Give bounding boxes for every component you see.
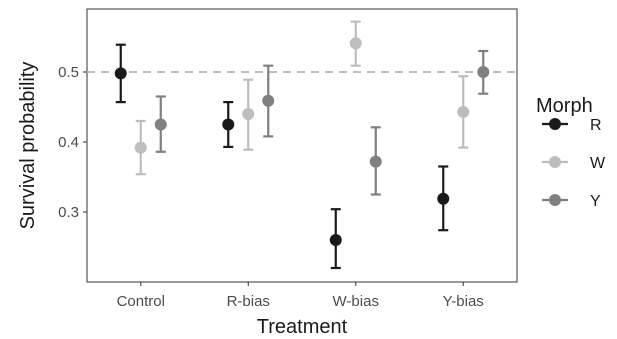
x-tick-label: Control bbox=[117, 293, 165, 310]
x-tick-label: W-bias bbox=[333, 293, 379, 310]
plot-panel bbox=[86, 8, 518, 283]
legend-key-Y bbox=[542, 194, 568, 206]
legend-key-W bbox=[542, 156, 568, 168]
y-axis: 0.3 0.4 0.5 bbox=[58, 64, 87, 221]
y-tick-label: 0.4 bbox=[58, 134, 79, 151]
point-Y-R-bias bbox=[262, 94, 275, 107]
point-R-R-bias bbox=[222, 118, 235, 131]
point-W-R-bias bbox=[242, 108, 255, 120]
point-R-Y-bias bbox=[437, 192, 450, 205]
legend-key-point bbox=[549, 194, 561, 206]
x-axis-title: Treatment bbox=[257, 316, 348, 338]
point-Y-Y-bias bbox=[477, 66, 490, 78]
legend-label-R: R bbox=[590, 117, 602, 134]
point-Y-W-bias bbox=[369, 155, 382, 168]
x-tick-label: Y-bias bbox=[443, 293, 484, 310]
x-tick-label: R-bias bbox=[227, 293, 270, 310]
point-W-W-bias bbox=[349, 37, 362, 50]
point-R-Control bbox=[114, 67, 127, 80]
legend-key-point bbox=[549, 156, 561, 168]
plot-panel-border bbox=[86, 8, 518, 283]
legend-title: Morph bbox=[536, 95, 593, 117]
point-W-Control bbox=[134, 141, 147, 154]
legend-key-R bbox=[542, 118, 568, 130]
legend-label-Y: Y bbox=[590, 193, 601, 210]
legend: Morph R W Y bbox=[536, 95, 606, 210]
legend-label-W: W bbox=[590, 155, 606, 172]
data-marks bbox=[114, 20, 490, 270]
legend-key-point bbox=[549, 118, 561, 130]
y-tick-label: 0.5 bbox=[58, 64, 79, 81]
point-Y-Control bbox=[154, 118, 167, 131]
x-axis: Control R-bias W-bias Y-bias bbox=[117, 282, 484, 310]
y-tick-label: 0.3 bbox=[58, 204, 79, 221]
y-axis-title: Survival probability bbox=[17, 62, 39, 230]
point-W-Y-bias bbox=[457, 105, 470, 118]
point-R-W-bias bbox=[329, 234, 342, 246]
